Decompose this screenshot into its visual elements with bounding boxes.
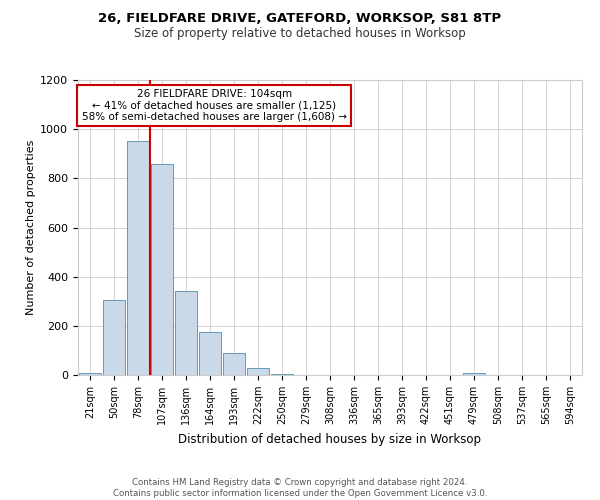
X-axis label: Distribution of detached houses by size in Worksop: Distribution of detached houses by size … — [179, 432, 482, 446]
Bar — [199, 332, 221, 375]
Text: 26 FIELDFARE DRIVE: 104sqm
← 41% of detached houses are smaller (1,125)
58% of s: 26 FIELDFARE DRIVE: 104sqm ← 41% of deta… — [82, 89, 347, 122]
Bar — [79, 372, 101, 375]
Text: Size of property relative to detached houses in Worksop: Size of property relative to detached ho… — [134, 28, 466, 40]
Bar — [463, 372, 485, 375]
Bar — [151, 164, 173, 375]
Bar — [175, 292, 197, 375]
Bar — [103, 300, 125, 375]
Text: Contains HM Land Registry data © Crown copyright and database right 2024.
Contai: Contains HM Land Registry data © Crown c… — [113, 478, 487, 498]
Bar — [247, 368, 269, 375]
Y-axis label: Number of detached properties: Number of detached properties — [26, 140, 36, 315]
Bar — [223, 353, 245, 375]
Bar — [271, 374, 293, 375]
Bar — [127, 142, 149, 375]
Text: 26, FIELDFARE DRIVE, GATEFORD, WORKSOP, S81 8TP: 26, FIELDFARE DRIVE, GATEFORD, WORKSOP, … — [98, 12, 502, 26]
